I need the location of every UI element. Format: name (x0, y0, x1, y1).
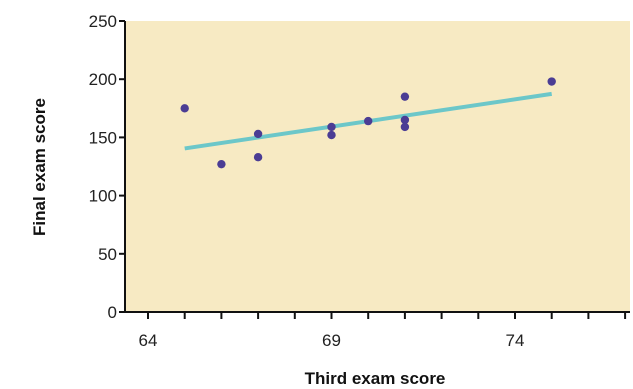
axis-labels-layer: 0 50 100 150 200 250 64 69 74 (89, 12, 525, 350)
data-point (400, 122, 410, 132)
data-point (180, 104, 189, 113)
y-tick-label: 50 (98, 245, 117, 264)
data-point (253, 129, 263, 139)
data-point (327, 122, 336, 132)
y-tick-label: 250 (89, 12, 117, 31)
data-point (547, 77, 556, 86)
axes-layer (119, 20, 630, 319)
y-axis-title: Final exam score (30, 98, 49, 236)
x-tick-label: 64 (139, 331, 158, 350)
data-points-layer (180, 77, 556, 169)
x-axis-title: Third exam score (305, 369, 446, 388)
data-point (327, 130, 336, 140)
y-tick-label: 200 (89, 70, 117, 89)
data-point (217, 159, 226, 169)
data-point (253, 152, 263, 162)
data-point (400, 115, 410, 125)
data-point (400, 92, 410, 101)
plot-area (125, 21, 630, 312)
y-tick-label: 100 (89, 187, 117, 206)
y-tick-label: 150 (89, 128, 117, 147)
x-tick-label: 69 (322, 331, 341, 350)
data-point (364, 116, 373, 126)
y-tick-label: 0 (108, 303, 117, 322)
x-tick-label: 74 (506, 331, 525, 350)
